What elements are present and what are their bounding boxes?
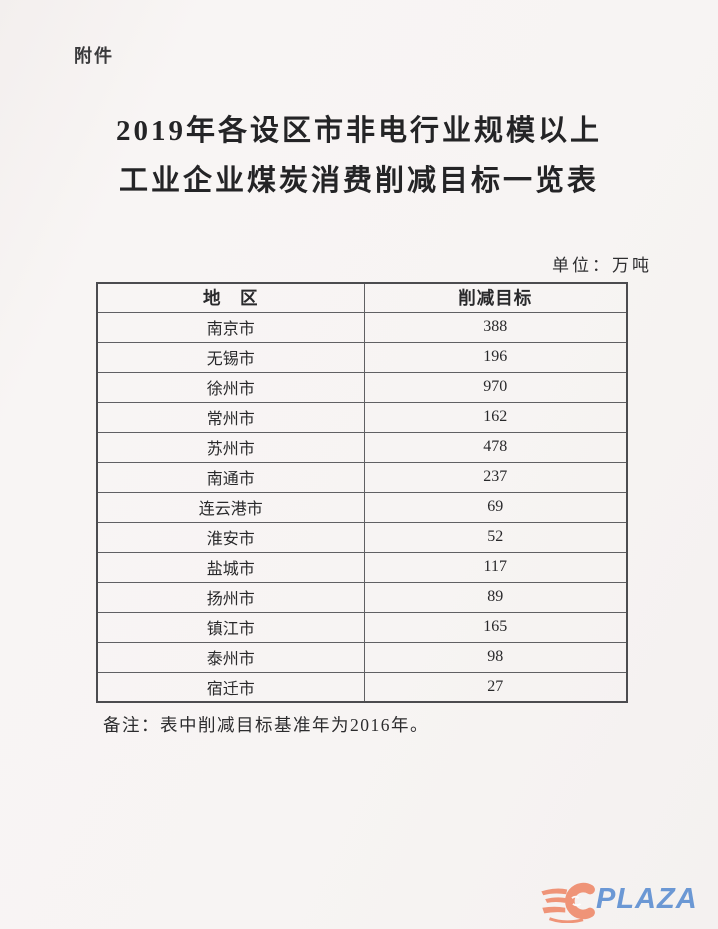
region-cell: 苏州市 xyxy=(96,431,365,463)
plaza-watermark: PLAZA xyxy=(540,878,712,924)
attachment-label: 附件 xyxy=(74,46,114,66)
region-cell: 南京市 xyxy=(96,311,365,343)
page-title-line-2: 工业企业煤炭消费削减目标一览表 xyxy=(118,165,599,197)
region-cell: 扬州市 xyxy=(96,581,365,613)
table-row: 宿迁市 27 xyxy=(96,671,628,703)
table-row: 无锡市 196 xyxy=(96,341,628,373)
page-title: 2019年各设区市非电行业规模以上 工业企业煤炭消费削减目标一览表 xyxy=(0,106,718,206)
target-cell: 970 xyxy=(363,371,628,403)
column-header-region: 地 区 xyxy=(96,282,365,313)
target-cell: 196 xyxy=(363,341,628,373)
unit-label: 单位：万吨 xyxy=(552,256,652,275)
table-row: 南京市 388 xyxy=(96,311,628,343)
region-cell: 无锡市 xyxy=(96,341,365,373)
table-row: 镇江市 165 xyxy=(96,611,628,643)
target-cell: 165 xyxy=(363,611,628,643)
target-cell: 388 xyxy=(363,311,628,343)
region-cell: 泰州市 xyxy=(96,641,365,673)
column-header-target: 削减目标 xyxy=(363,282,628,313)
target-cell: 89 xyxy=(363,581,628,613)
table-row: 泰州市 98 xyxy=(96,641,628,673)
target-cell: 27 xyxy=(363,671,628,703)
table-row: 淮安市 52 xyxy=(96,521,628,553)
table-row: 连云港市 69 xyxy=(96,491,628,523)
brand-name: PLAZA xyxy=(596,882,698,915)
table-row: 苏州市 478 xyxy=(96,431,628,463)
region-cell: 常州市 xyxy=(96,401,365,433)
region-cell: 盐城市 xyxy=(96,551,365,583)
table-row: 南通市 237 xyxy=(96,461,628,493)
table-header-row: 地 区 削减目标 xyxy=(96,282,628,313)
target-cell: 69 xyxy=(363,491,628,523)
target-cell: 98 xyxy=(363,641,628,673)
region-cell: 南通市 xyxy=(96,461,365,493)
table-row: 盐城市 117 xyxy=(96,551,628,583)
region-cell: 镇江市 xyxy=(96,611,365,643)
flame-c-logo-icon xyxy=(541,882,595,923)
region-cell: 连云港市 xyxy=(96,491,365,523)
region-cell: 淮安市 xyxy=(96,521,365,553)
target-cell: 117 xyxy=(363,551,628,583)
target-cell: 237 xyxy=(363,461,628,493)
reduction-targets-table: 地 区 削减目标 南京市 388 无锡市 196 徐州市 970 常州市 162 苏州市… xyxy=(96,282,628,703)
target-cell: 52 xyxy=(363,521,628,553)
page-title-line-1: 2019年各设区市非电行业规模以上 xyxy=(115,115,602,147)
target-cell: 478 xyxy=(363,431,628,463)
table-row: 扬州市 89 xyxy=(96,581,628,613)
table-row: 徐州市 970 xyxy=(96,371,628,403)
region-cell: 宿迁市 xyxy=(96,671,365,703)
target-cell: 162 xyxy=(363,401,628,433)
footnote: 备注：表中削减目标基准年为2016年。 xyxy=(103,715,429,735)
table-row: 常州市 162 xyxy=(96,401,628,433)
region-cell: 徐州市 xyxy=(96,371,365,403)
